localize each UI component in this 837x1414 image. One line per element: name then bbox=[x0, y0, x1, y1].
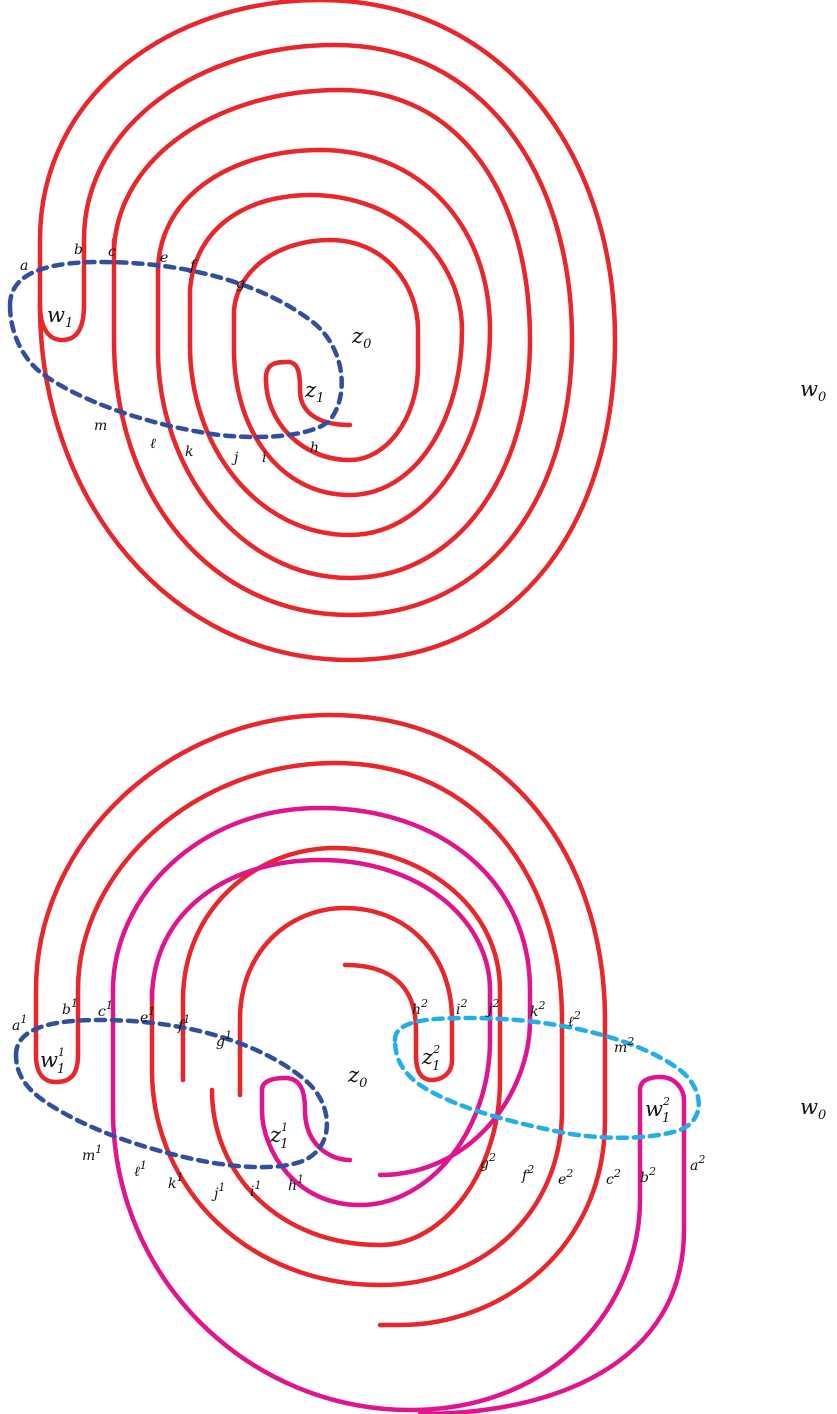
top-curve-ring-5 bbox=[231, 192, 465, 498]
bottom-label-l2: ℓ2 bbox=[568, 1009, 581, 1030]
top-curve-ring-1 bbox=[37, 0, 618, 663]
top-diagram bbox=[7, 0, 618, 663]
bottom-red-ring-2 bbox=[75, 760, 565, 1288]
bottom-label-b1: b1 bbox=[62, 997, 78, 1018]
top-label-f: f bbox=[189, 258, 198, 274]
bottom-red-outer bbox=[33, 712, 608, 1328]
bottom-label-e2: e2 bbox=[558, 1167, 573, 1188]
top-label-w0: w0 bbox=[800, 377, 826, 405]
bottom-magenta-long bbox=[110, 987, 687, 1414]
top-label-b: b bbox=[74, 242, 83, 258]
bottom-label-j2: j2 bbox=[485, 997, 499, 1018]
top-label-k: k bbox=[185, 444, 193, 460]
bottom-label-c1: c1 bbox=[98, 999, 113, 1020]
bottom-label-z12: z2 1 bbox=[421, 1043, 440, 1074]
top-curve-inner bbox=[263, 237, 421, 463]
bottom-label-h1: h1 bbox=[288, 1173, 304, 1194]
top-dashed-loop bbox=[7, 259, 344, 440]
bottom-label-j1: j1 bbox=[211, 1181, 225, 1202]
bottom-dashed-loop-left bbox=[13, 1017, 330, 1170]
bottom-label-i2: i2 bbox=[456, 997, 467, 1018]
bottom-label-z11: z1 1 bbox=[269, 1121, 288, 1152]
bottom-label-w0: w0 bbox=[800, 1095, 826, 1123]
bottom-label-a1: a1 bbox=[12, 1013, 27, 1034]
bottom-label-z0: z0 bbox=[347, 1063, 367, 1091]
top-label-g: g bbox=[236, 276, 245, 292]
top-labels: a b c e f g h i j k ℓ m w1 z1 z0 w0 bbox=[20, 242, 826, 466]
top-label-w1: w1 bbox=[47, 303, 73, 331]
top-label-i: i bbox=[262, 450, 266, 466]
top-curve-ring-4 bbox=[187, 147, 493, 538]
bottom-label-b2: b2 bbox=[640, 1165, 656, 1186]
bottom-label-w11: w1 1 bbox=[40, 1046, 65, 1077]
top-label-a: a bbox=[20, 258, 28, 274]
top-label-z1: z1 bbox=[304, 378, 324, 406]
bottom-red-w11-hook bbox=[33, 1052, 81, 1085]
top-label-e: e bbox=[160, 250, 168, 266]
bottom-red-inner bbox=[237, 905, 455, 1098]
bottom-label-h2: h2 bbox=[412, 997, 428, 1018]
bottom-label-i1: i1 bbox=[250, 1179, 261, 1200]
bottom-magenta-ring bbox=[149, 857, 493, 1208]
bottom-label-w12: w2 1 bbox=[645, 1095, 670, 1126]
top-label-m: m bbox=[94, 418, 107, 434]
top-curve-ring-3 bbox=[111, 87, 533, 581]
bottom-labels: a1 b1 c1 e1 f1 g1 h1 i1 j1 k1 ℓ1 m1 h2 i… bbox=[12, 997, 826, 1202]
bottom-label-f1: f1 bbox=[177, 1013, 190, 1034]
bottom-label-f2: f2 bbox=[521, 1163, 534, 1184]
bottom-label-k2: k2 bbox=[530, 999, 545, 1020]
bottom-label-a2: a2 bbox=[690, 1153, 705, 1174]
top-label-h: h bbox=[310, 440, 319, 456]
bottom-label-m2: m2 bbox=[614, 1035, 634, 1056]
bottom-label-c2: c2 bbox=[606, 1167, 621, 1188]
bottom-label-g2: g2 bbox=[480, 1151, 496, 1172]
bottom-label-m1: m1 bbox=[82, 1143, 102, 1164]
bottom-magenta-outer bbox=[110, 805, 533, 1178]
bottom-label-e1: e1 bbox=[140, 1005, 155, 1026]
bottom-label-l1: ℓ1 bbox=[134, 1159, 147, 1180]
top-label-c: c bbox=[108, 244, 116, 260]
top-label-l: ℓ bbox=[150, 436, 156, 452]
top-label-j: j bbox=[231, 450, 239, 466]
top-curve-w1-hook bbox=[37, 302, 87, 343]
bottom-diagram bbox=[13, 712, 701, 1414]
bottom-label-g1: g1 bbox=[216, 1029, 232, 1050]
bottom-label-k1: k1 bbox=[168, 1171, 183, 1192]
top-curve-ring-2 bbox=[81, 42, 575, 618]
bottom-dashed-loop-right bbox=[392, 1015, 701, 1140]
top-label-z0: z0 bbox=[351, 324, 371, 352]
